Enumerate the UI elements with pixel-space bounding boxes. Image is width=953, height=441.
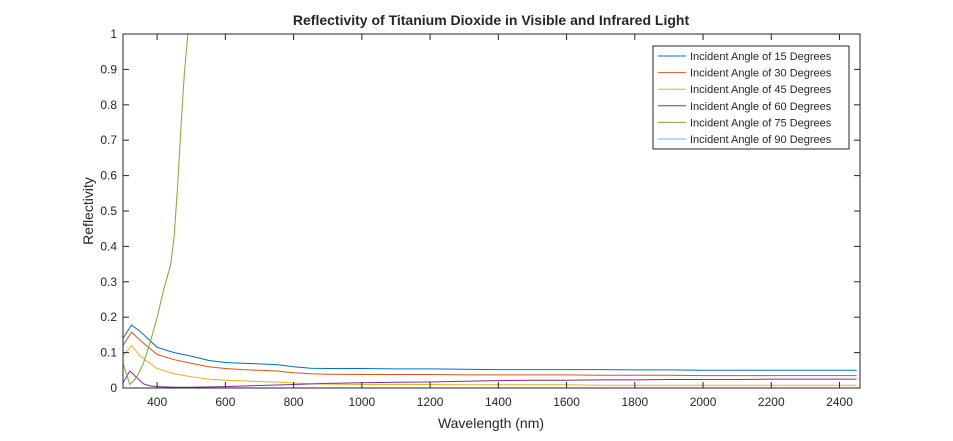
x-tick-label: 600 <box>215 395 235 409</box>
x-tick-label: 2200 <box>758 395 785 409</box>
x-tick-label: 1800 <box>621 395 648 409</box>
legend-label-3: Incident Angle of 45 Degrees <box>690 84 832 96</box>
series-line-1 <box>123 324 857 371</box>
x-axis: 400 600 800 1000 1200 1400 1600 1800 2000 2200 240… <box>147 34 853 409</box>
y-axis: 0 0.1 0.2 0.3 0.4 0.5 0.6 0.7 0.8 0.9 1 <box>100 27 860 395</box>
legend-label-5: Incident Angle of 75 Degrees <box>690 117 832 129</box>
series-line-2 <box>123 331 857 377</box>
y-tick-label: 0.7 <box>100 133 117 147</box>
y-tick-label: 0.3 <box>100 275 117 289</box>
legend-label-2: Incident Angle of 30 Degrees <box>690 68 832 80</box>
chart-title: Reflectivity of Titanium Dioxide in Visi… <box>293 12 690 28</box>
y-tick-label: 0.9 <box>100 62 117 76</box>
series-line-4 <box>123 370 857 388</box>
x-tick-label: 2400 <box>826 395 853 409</box>
x-tick-label: 400 <box>147 395 167 409</box>
y-tick-label: 1 <box>110 27 117 41</box>
y-tick-label: 0.6 <box>100 169 117 183</box>
y-tick-label: 0 <box>110 381 117 395</box>
y-tick-label: 0.2 <box>100 310 117 324</box>
legend-label-1: Incident Angle of 15 Degrees <box>690 51 832 63</box>
series-line-3 <box>123 344 857 386</box>
x-tick-label: 1000 <box>348 395 375 409</box>
y-tick-label: 0.8 <box>100 98 117 112</box>
y-tick-label: 0.1 <box>100 346 117 360</box>
y-tick-label: 0.4 <box>100 239 117 253</box>
x-tick-label: 800 <box>284 395 304 409</box>
y-axis-label: Reflectivity <box>80 177 96 245</box>
x-tick-label: 1200 <box>417 395 444 409</box>
legend-box <box>652 45 850 150</box>
x-axis-label: Wavelength (nm) <box>438 415 544 431</box>
y-tick-label: 0.5 <box>100 204 117 218</box>
x-tick-label: 1600 <box>553 395 580 409</box>
legend-label-6: Incident Angle of 90 Degrees <box>690 134 832 146</box>
legend: Incident Angle of 15 Degrees Incident Ang… <box>652 45 850 150</box>
legend-label-4: Incident Angle of 60 Degrees <box>690 101 832 113</box>
x-tick-label: 1400 <box>485 395 512 409</box>
x-tick-label: 2000 <box>690 395 717 409</box>
